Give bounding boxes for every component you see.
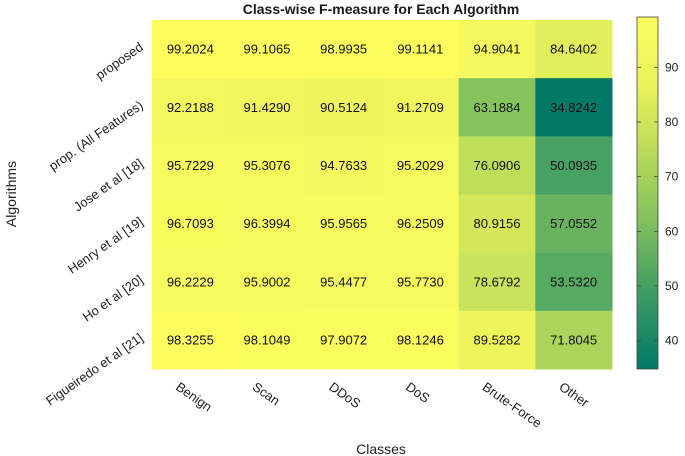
cell-value-label: 98.9935 <box>320 42 367 57</box>
heatmap-cell <box>382 78 460 137</box>
cell-value-label: 95.2029 <box>397 158 444 173</box>
heatmap-cell <box>458 310 536 370</box>
heatmap-cell <box>458 78 536 137</box>
cell-value-label: 76.0906 <box>474 158 521 173</box>
heatmap-cell <box>152 310 230 370</box>
heatmap-cell <box>228 194 306 254</box>
heatmap-cell <box>535 20 613 79</box>
heatmap-cells: 99.2024 99.1065 98.9935 99.1141 94.9041 84.64… <box>152 20 613 370</box>
cell-value-label: 92.2188 <box>167 100 214 115</box>
colorbar-tick-label: 40 <box>665 334 679 348</box>
heatmap-cell <box>228 136 306 195</box>
cell-value-label: 71.8045 <box>550 332 597 347</box>
y-tick-label: Henry et al [19] <box>65 214 146 277</box>
heatmap-cell <box>382 310 460 370</box>
heatmap-cell <box>305 194 383 254</box>
cell-value-label: 95.7229 <box>167 158 214 173</box>
heatmap-cell <box>535 310 613 370</box>
colorbar-ticks: 40 50 60 70 80 90 <box>637 60 679 348</box>
cell-value-label: 96.7093 <box>167 216 214 231</box>
cell-value-label: 84.6402 <box>550 42 597 57</box>
heatmap-cell <box>305 310 383 370</box>
y-tick-label: Ho et al [20] <box>80 272 146 325</box>
heatmap-cell <box>305 136 383 195</box>
cell-value-label: 96.2229 <box>167 274 214 289</box>
heatmap-cell <box>535 136 613 195</box>
x-tick-label: DDoS <box>326 379 363 411</box>
colorbar-tick-label: 80 <box>665 115 679 129</box>
cell-value-label: 96.2509 <box>397 216 444 231</box>
x-tick-labels: Benign Scan DDoS DoS Brute-Force Other <box>173 379 592 431</box>
chart-title: Class-wise F-measure for Each Algorithm <box>243 1 519 17</box>
cell-value-label: 95.9565 <box>320 216 367 231</box>
cell-value-label: 63.1884 <box>474 100 521 115</box>
cell-value-label: 98.1246 <box>397 332 444 347</box>
cell-value-label: 97.9072 <box>320 332 367 347</box>
heatmap-cell <box>228 20 306 79</box>
cell-value-label: 89.5282 <box>474 332 521 347</box>
cell-value-label: 90.5124 <box>320 100 367 115</box>
heatmap-cell <box>228 310 306 370</box>
cell-value-label: 95.7730 <box>397 274 444 289</box>
heatmap-cell <box>228 252 306 312</box>
heatmap-cell <box>382 20 460 79</box>
cell-value-label: 95.9002 <box>244 274 291 289</box>
cell-value-label: 57.0552 <box>550 216 597 231</box>
cell-value-label: 80.9156 <box>474 216 521 231</box>
cell-value-label: 98.1049 <box>244 332 291 347</box>
heatmap-cell <box>305 78 383 137</box>
cell-value-label: 53.5320 <box>550 274 597 289</box>
x-axis-label: Classes <box>356 441 406 456</box>
x-tick-label: Benign <box>173 379 215 415</box>
y-tick-label: proposed <box>93 39 146 82</box>
cell-value-label: 95.4477 <box>320 274 367 289</box>
cell-value-label: 96.3994 <box>244 216 291 231</box>
cell-value-label: 91.2709 <box>397 100 444 115</box>
heatmap-cell <box>535 194 613 254</box>
heatmap-cell <box>458 194 536 254</box>
cell-value-label: 99.1141 <box>397 42 443 57</box>
heatmap-cell <box>458 136 536 195</box>
cell-value-label: 78.6792 <box>474 274 521 289</box>
heatmap-cell <box>535 78 613 137</box>
heatmap-cell <box>305 252 383 312</box>
x-tick-label: DoS <box>403 379 433 406</box>
cell-value-label: 99.1065 <box>244 42 291 57</box>
cell-value-label: 94.9041 <box>474 42 521 57</box>
cell-value-label: 95.3076 <box>244 158 291 173</box>
cell-value-label: 99.2024 <box>167 42 214 57</box>
colorbar-tick-label: 90 <box>665 60 679 74</box>
x-tick-label: Other <box>556 379 592 410</box>
heatmap-cell <box>152 78 230 137</box>
colorbar <box>636 16 659 370</box>
cell-value-label: 91.4290 <box>244 100 291 115</box>
colorbar-tick-label: 50 <box>665 279 679 293</box>
heatmap-cell <box>458 252 536 312</box>
colorbar-tick-label: 70 <box>665 170 679 184</box>
heatmap-cell <box>382 252 460 312</box>
heatmap-cell <box>305 20 383 79</box>
y-tick-label: Jose et al [18] <box>71 156 146 215</box>
x-tick-label: Scan <box>250 379 283 408</box>
heatmap-cell <box>152 136 230 195</box>
x-tick-label: Brute-Force <box>480 379 545 431</box>
cell-value-label: 34.8242 <box>550 100 597 115</box>
heatmap-cell <box>152 194 230 254</box>
cell-value-label: 98.3255 <box>167 332 214 347</box>
heatmap-cell <box>152 252 230 312</box>
y-tick-label: Figueiredo et al [21] <box>43 330 146 408</box>
heatmap-cell <box>228 78 306 137</box>
cell-value-label: 94.7633 <box>320 158 367 173</box>
y-axis-label: Algorithms <box>3 161 19 227</box>
heatmap-cell <box>382 194 460 254</box>
heatmap-cell <box>382 136 460 195</box>
cell-value-label: 50.0935 <box>550 158 597 173</box>
colorbar-tick-label: 60 <box>665 224 679 238</box>
heatmap-cell <box>458 20 536 79</box>
heatmap-cell <box>152 20 230 79</box>
heatmap-cell <box>535 252 613 312</box>
